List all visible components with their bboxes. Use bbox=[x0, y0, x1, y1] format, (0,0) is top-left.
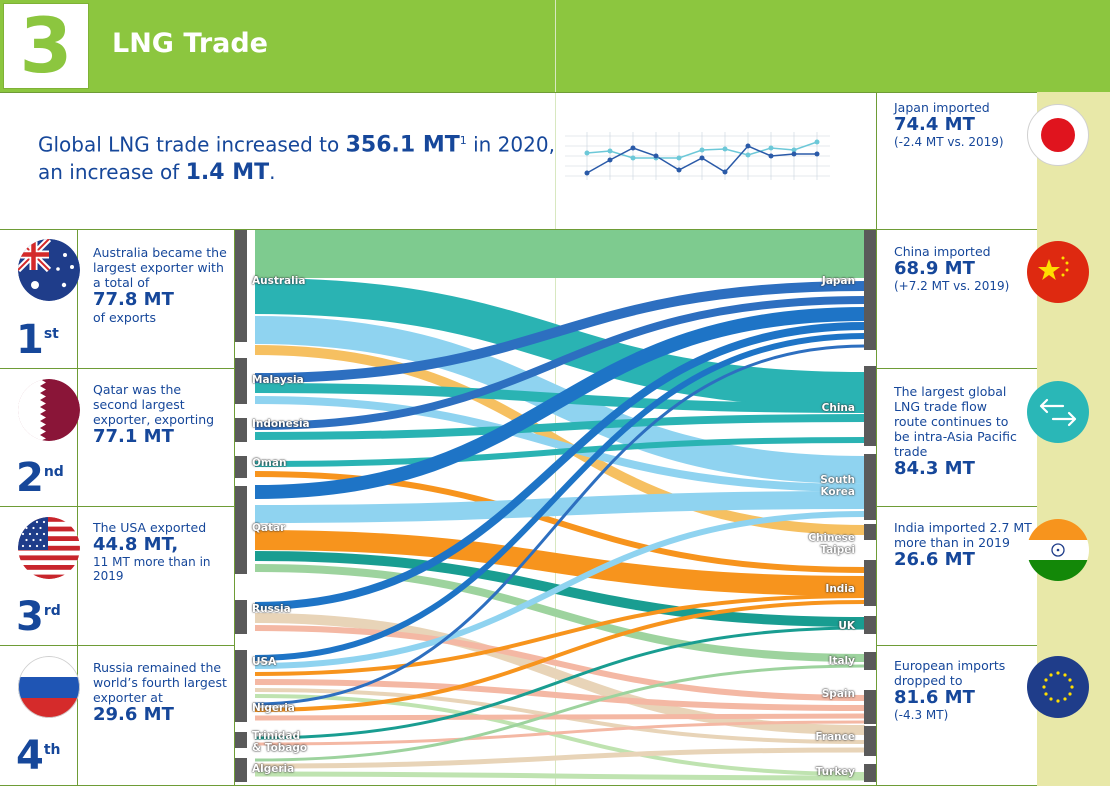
flow-russia-spain bbox=[254, 625, 866, 701]
left-text-divider bbox=[234, 229, 235, 786]
source-label-usa: USA bbox=[252, 656, 277, 668]
source-label-trinidad: Trinidad & Tobago bbox=[252, 730, 308, 754]
flow-usa-south-korea bbox=[254, 511, 866, 669]
flow-usa-india bbox=[254, 594, 866, 676]
china-flag-icon bbox=[1027, 241, 1089, 303]
exporter-card-russia: Russia remained the world’s fourth large… bbox=[93, 660, 227, 725]
flow-algeria-italy bbox=[254, 664, 866, 762]
flow-indonesia-china bbox=[254, 414, 866, 440]
target-label-chinese-taipei: Chinese Taipei bbox=[808, 532, 855, 556]
flow-indonesia-japan bbox=[254, 296, 866, 430]
flow-qatar-japan bbox=[254, 307, 866, 499]
right-row-line-2 bbox=[876, 368, 1110, 369]
rank-1: 1st bbox=[16, 317, 59, 363]
japan-flag-icon bbox=[1027, 104, 1089, 166]
target-label-china: China bbox=[821, 402, 855, 414]
target-label-france: France bbox=[815, 731, 855, 743]
source-label-australia: Australia bbox=[252, 275, 306, 287]
flow-oman-china bbox=[254, 437, 866, 467]
right-row-line-3 bbox=[876, 506, 1110, 507]
target-label-south-korea: South Korea bbox=[820, 474, 855, 498]
flow-nigeria-japan bbox=[254, 344, 866, 706]
left-rank-divider bbox=[77, 229, 78, 786]
flow-trinidad-uk bbox=[254, 626, 866, 740]
importer-card-india: India imported 2.7 MT more than in 2019 … bbox=[894, 520, 1032, 570]
section-number: 3 bbox=[19, 1, 73, 90]
source-label-qatar: Qatar bbox=[252, 522, 286, 534]
page-title: LNG Trade bbox=[112, 28, 268, 59]
flow-qatar-india bbox=[254, 530, 866, 596]
exporter-card-australia: Australia became the largest exporter wi… bbox=[93, 245, 227, 325]
russia-flag-icon bbox=[18, 656, 80, 718]
australia-flag-icon bbox=[18, 239, 80, 301]
qatar-flag-icon bbox=[18, 379, 80, 441]
right-row-line-1 bbox=[876, 229, 1110, 230]
right-row-line-4 bbox=[876, 645, 1110, 646]
target-label-spain: Spain bbox=[821, 688, 855, 700]
lng-trade-sankey-diagram bbox=[235, 230, 876, 782]
source-label-oman: Oman bbox=[252, 457, 287, 469]
decorative-line-chart-icon bbox=[565, 132, 830, 180]
usa-flag-icon bbox=[18, 517, 80, 579]
india-flag-icon bbox=[1027, 519, 1089, 581]
left-row-line-3 bbox=[0, 645, 234, 646]
importer-card-japan: Japan imported 74.4 MT (-2.4 MT vs. 2019… bbox=[894, 100, 1004, 149]
importer-card-europe: European imports dropped to 81.6 MT (-4.… bbox=[894, 658, 1006, 722]
flow-usa-turkey bbox=[254, 694, 866, 776]
flow-usa-japan bbox=[254, 333, 866, 661]
target-label-uk: UK bbox=[838, 620, 855, 632]
source-label-russia: Russia bbox=[252, 603, 291, 615]
source-label-malaysia: Malaysia bbox=[252, 374, 304, 386]
flow-trinidad-spain bbox=[254, 720, 866, 746]
flow-malaysia-south-korea bbox=[254, 396, 866, 492]
summary-text: Global LNG trade increased to 356.1 MT1 … bbox=[38, 132, 555, 185]
flow-qatar-south-korea bbox=[254, 491, 866, 523]
flow-malaysia-japan bbox=[254, 281, 866, 383]
flow-russia-japan bbox=[254, 322, 866, 610]
rank-2: 2nd bbox=[16, 455, 64, 501]
source-label-nigeria: Nigeria bbox=[252, 702, 295, 714]
summary-bottom-line bbox=[0, 229, 877, 230]
eu-flag-icon bbox=[1027, 656, 1089, 718]
rank-4: 4th bbox=[16, 733, 61, 779]
exporter-card-qatar: Qatar was the second largest exporter, e… bbox=[93, 382, 215, 447]
section-number-box bbox=[3, 3, 89, 89]
target-label-turkey: Turkey bbox=[815, 766, 855, 778]
source-label-indonesia: Indonesia bbox=[252, 418, 310, 430]
flow-qatar-italy bbox=[254, 564, 866, 662]
header-bottom-line bbox=[0, 92, 1110, 93]
rank-3: 3rd bbox=[16, 594, 61, 640]
flow-australia-china bbox=[254, 278, 866, 408]
importer-card-intra-asia: The largest global LNG trade flow route … bbox=[894, 384, 1017, 479]
target-label-japan: Japan bbox=[821, 275, 855, 287]
right-column-divider bbox=[876, 92, 877, 786]
target-label-india: India bbox=[825, 583, 855, 595]
left-row-line-2 bbox=[0, 506, 234, 507]
left-row-line-1 bbox=[0, 368, 234, 369]
flow-nigeria-spain bbox=[254, 713, 866, 721]
trade-arrows-icon bbox=[1027, 381, 1089, 443]
flow-nigeria-india bbox=[254, 600, 866, 712]
flow-algeria-turkey bbox=[254, 771, 866, 781]
exporter-card-usa: The USA exported 44.8 MT, 11 MT more tha… bbox=[93, 520, 211, 583]
importer-card-china: China imported 68.9 MT (+7.2 MT vs. 2019… bbox=[894, 244, 1010, 293]
source-label-algeria: Algeria bbox=[252, 763, 295, 775]
target-label-italy: Italy bbox=[828, 655, 855, 667]
flow-algeria-france bbox=[254, 747, 866, 769]
